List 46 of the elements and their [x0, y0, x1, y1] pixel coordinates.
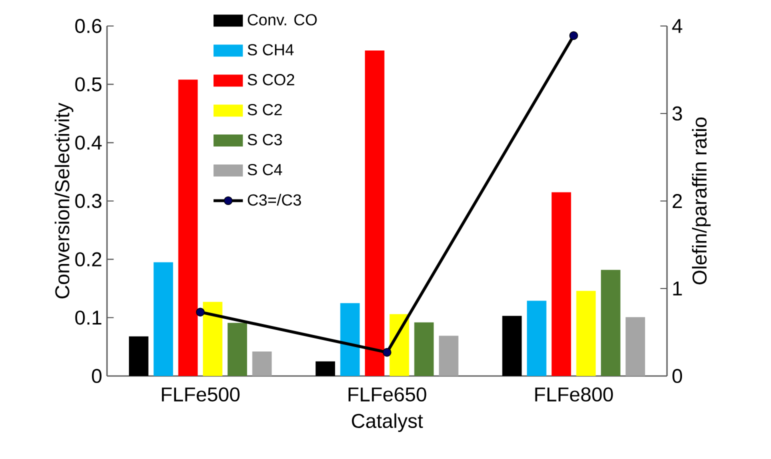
y2-tick-label: 1	[673, 282, 682, 296]
y-tick-label: 0.6	[75, 18, 102, 34]
bar	[128, 336, 148, 376]
y-tick-label: 0.4	[75, 136, 102, 150]
y-tick-label: 0.5	[75, 77, 102, 92]
y2-tick-label: 0	[672, 368, 682, 384]
legend-label: C3=/C3	[248, 194, 301, 206]
point	[569, 31, 578, 40]
bar	[340, 303, 360, 376]
y-tick-label: 0.1	[75, 310, 102, 325]
bar	[178, 80, 198, 376]
bar	[526, 300, 546, 376]
point	[196, 308, 205, 316]
bar	[228, 322, 248, 376]
y-axis-title: Conversion/Selectivity	[54, 102, 74, 298]
bar	[390, 314, 410, 376]
legend-label: S CO2	[248, 74, 294, 86]
y2-tick-label: 2	[672, 194, 682, 208]
y2-tick-label: 4	[672, 19, 682, 33]
bar	[600, 270, 620, 376]
bar	[202, 302, 222, 376]
y-tick-label: 0.2	[75, 252, 102, 266]
x-tick-label: FLFe800	[535, 387, 613, 402]
bar	[552, 192, 572, 376]
bar	[414, 322, 434, 376]
bar	[316, 361, 336, 376]
bar	[438, 336, 458, 376]
y-tick-label: 0.3	[75, 194, 102, 208]
bar	[154, 262, 174, 376]
bar	[502, 316, 522, 376]
legend-label: S C2	[248, 104, 282, 116]
legend-label: S C4	[248, 164, 282, 176]
legend-label: Conv. CO	[248, 14, 317, 26]
bar	[626, 317, 646, 376]
bar	[364, 50, 384, 376]
bar	[252, 351, 272, 376]
legend-label: S CH4	[248, 44, 294, 56]
x-tick-label: FLFe650	[348, 387, 426, 402]
legend-label: S C3	[248, 134, 282, 146]
x-tick-label: FLFe500	[162, 387, 240, 402]
y2-tick-label: 3	[672, 106, 682, 121]
point	[382, 348, 392, 357]
y-tick-label: 0	[92, 368, 102, 384]
bar	[576, 290, 596, 376]
y2-axis-title: Olefin/paraffin ratio	[692, 118, 711, 284]
x-axis-title: Catalyst	[352, 413, 423, 432]
